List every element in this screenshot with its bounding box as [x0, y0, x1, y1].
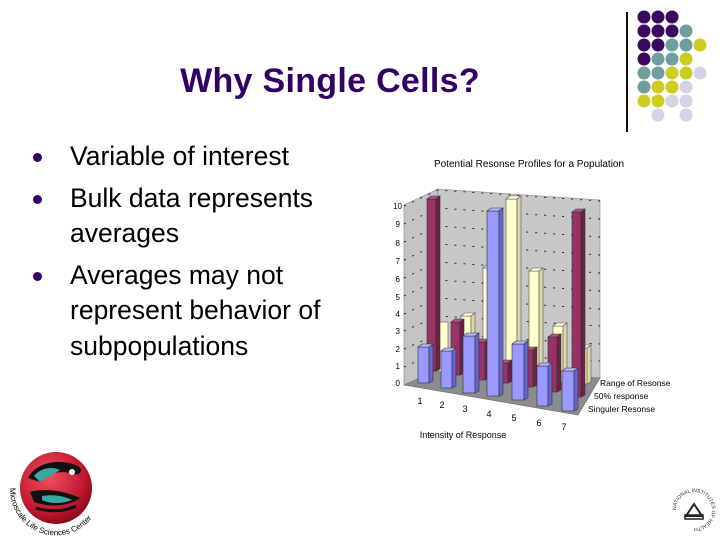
decorative-divider	[626, 12, 628, 132]
x-axis-labels: 1 2 3 4 5 6 7	[417, 396, 566, 432]
bullet-text: Averages may not represent behavior of s…	[70, 259, 321, 361]
svg-text:3: 3	[462, 404, 467, 414]
chart-title: Potential Resonse Profiles for a Populat…	[434, 159, 624, 170]
svg-text:1: 1	[417, 396, 422, 406]
x-axis-title: Intensity of Response	[420, 430, 507, 440]
bullet-dot-icon	[33, 153, 42, 162]
bullet-text: Bulk data represents averages	[70, 182, 314, 249]
y-axis-labels: 0 1 2 3 4 5 6 7 8 9 10	[393, 202, 402, 388]
svg-text:1: 1	[396, 362, 401, 371]
svg-text:6: 6	[396, 275, 401, 284]
svg-text:3: 3	[396, 327, 401, 336]
legend-range-of-response: Range of Resonse	[600, 378, 671, 388]
svg-text:5: 5	[396, 293, 401, 302]
svg-text:7: 7	[561, 422, 566, 432]
svg-text:2: 2	[396, 345, 401, 354]
svg-text:2: 2	[439, 400, 444, 410]
slide-title: Why Single Cells?	[180, 62, 480, 100]
svg-text:8: 8	[396, 239, 401, 248]
bullet-text: Variable of interest	[70, 141, 289, 171]
svg-text:9: 9	[396, 220, 401, 229]
svg-text:10: 10	[393, 202, 402, 211]
bullet-dot-icon	[33, 194, 42, 204]
svg-text:4: 4	[396, 310, 401, 319]
svg-text:NATIONAL INSTITUTES OF HEALTH: NATIONAL INSTITUTES OF HEALTH	[672, 488, 716, 532]
legend-50-percent-response: 50% response	[594, 391, 649, 401]
svg-text:5: 5	[511, 413, 516, 423]
bullet-dot-icon	[33, 271, 42, 281]
bullet-list: Variable of interest Bulk data represent…	[30, 139, 370, 370]
mlsc-logo-icon: Microscale Life Sciences Center	[8, 452, 94, 537]
legend-singular-response: Singuler Resonse	[588, 404, 655, 414]
svg-text:7: 7	[396, 257, 401, 266]
bullet-item: Averages may not represent behavior of s…	[30, 258, 370, 365]
bullet-item: Bulk data represents averages	[30, 181, 370, 252]
decorative-dot-grid-icon	[637, 10, 707, 122]
nih-logo-icon: NATIONAL INSTITUTES OF HEALTH	[672, 488, 716, 532]
series-legend: Range of Resonse 50% response Singuler R…	[588, 378, 671, 414]
svg-text:6: 6	[536, 418, 541, 428]
bullet-item: Variable of interest	[30, 139, 370, 175]
svg-text:0: 0	[396, 379, 401, 388]
svg-text:4: 4	[486, 409, 491, 419]
series-singular-response	[417, 207, 579, 412]
logo-right-text: NATIONAL INSTITUTES OF HEALTH	[672, 488, 716, 532]
